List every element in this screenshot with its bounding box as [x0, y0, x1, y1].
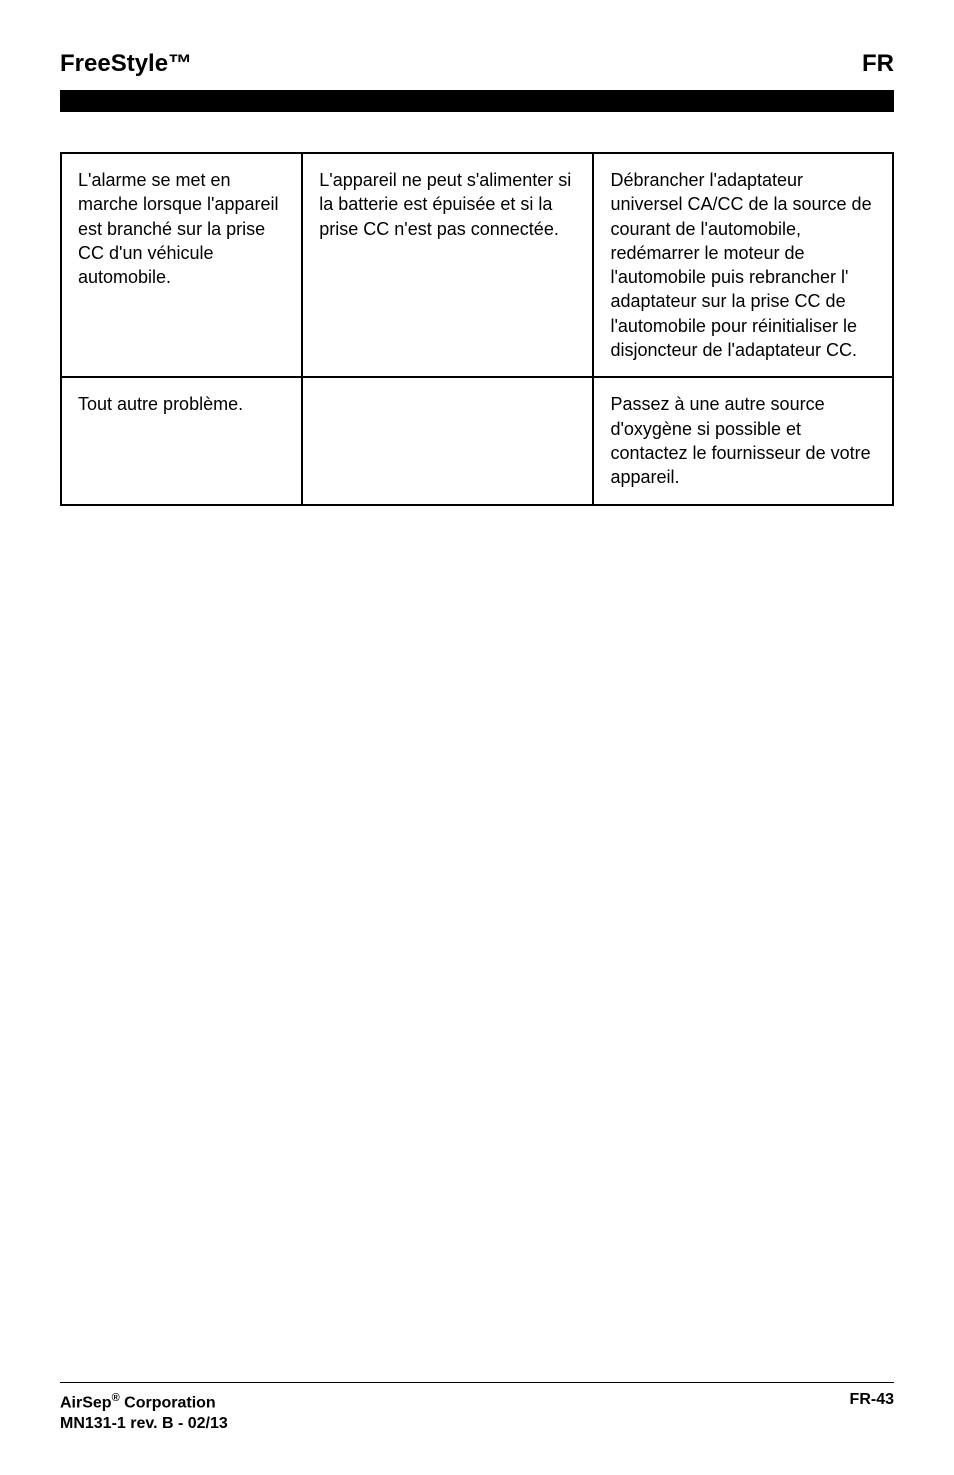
table-cell-solution: Débrancher l'adaptateur universel CA/CC …	[593, 153, 893, 377]
table-row: L'alarme se met en marche lorsque l'appa…	[61, 153, 893, 377]
document-revision: MN131-1 rev. B - 02/13	[60, 1415, 228, 1432]
page-number: FR-43	[850, 1391, 894, 1409]
table-row: Tout autre problème. Passez à une autre …	[61, 377, 893, 504]
table-cell-problem: L'alarme se met en marche lorsque l'appa…	[61, 153, 302, 377]
table-cell-cause	[302, 377, 593, 504]
table-cell-solution: Passez à une autre source d'oxygène si p…	[593, 377, 893, 504]
table-cell-problem: Tout autre problème.	[61, 377, 302, 504]
company-name-part1: AirSep	[60, 1394, 112, 1411]
table-cell-cause: L'appareil ne peut s'alimenter si la bat…	[302, 153, 593, 377]
page-footer: AirSep® Corporation MN131-1 rev. B - 02/…	[60, 1382, 894, 1435]
registered-symbol: ®	[112, 1392, 120, 1404]
footer-company: AirSep® Corporation MN131-1 rev. B - 02/…	[60, 1391, 228, 1435]
page-header: FreeStyle™ FR	[60, 50, 894, 78]
company-name-part2: Corporation	[120, 1394, 216, 1411]
troubleshooting-table: L'alarme se met en marche lorsque l'appa…	[60, 152, 894, 506]
product-name: FreeStyle™	[60, 50, 192, 78]
divider-bar	[60, 90, 894, 112]
language-code: FR	[862, 50, 894, 78]
